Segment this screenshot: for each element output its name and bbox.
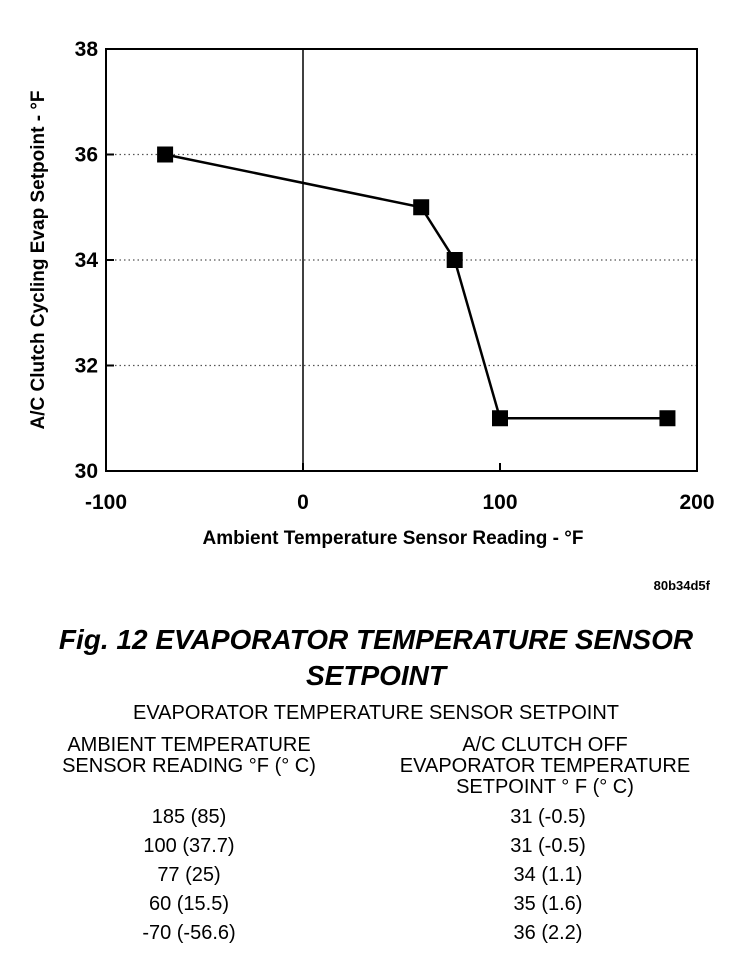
table-row: 77 (25) 34 (1.1) <box>0 861 752 890</box>
column-header-ambient: AMBIENT TEMPERATURE SENSOR READING °F (°… <box>30 735 348 777</box>
y-tick-labels: 30 32 34 36 38 <box>75 38 99 483</box>
x-tick-label: 100 <box>482 491 517 514</box>
figure-caption-line1: Fig. 12 EVAPORATOR TEMPERATURE SENSOR <box>58 624 694 655</box>
x-tick-label: 200 <box>679 491 714 514</box>
series <box>157 146 676 427</box>
cell-setpoint: 31 (-0.5) <box>510 835 586 857</box>
plot-frame <box>105 48 698 472</box>
series-line <box>164 153 668 420</box>
x-tick-label: 0 <box>297 491 309 514</box>
table-row: 60 (15.5) 35 (1.6) <box>0 890 752 919</box>
data-point <box>157 146 174 163</box>
table-row: -70 (-56.6) 36 (2.2) <box>0 919 752 948</box>
cell-ambient: 100 (37.7) <box>143 835 235 857</box>
table-row: 185 (85) 31 (-0.5) <box>0 803 752 832</box>
data-point <box>446 252 463 268</box>
grid-lines <box>106 153 697 367</box>
cell-setpoint: 31 (-0.5) <box>510 806 586 828</box>
figure-caption: Fig. 12 EVAPORATOR TEMPERATURE SENSOR SE… <box>0 622 752 694</box>
y-tick-label: 36 <box>75 144 98 167</box>
cell-ambient: 77 (25) <box>157 864 221 886</box>
data-point <box>492 410 508 427</box>
x-tick-labels: -100 0 100 200 <box>85 491 715 514</box>
cell-setpoint: 34 (1.1) <box>513 864 583 886</box>
y-tick-label: 38 <box>75 38 99 61</box>
tick-marks <box>105 48 698 472</box>
data-point <box>659 410 676 427</box>
cell-ambient: 60 (15.5) <box>148 893 230 915</box>
y-tick-label: 32 <box>75 355 98 378</box>
column-header-ambient-line1: AMBIENT TEMPERATURE <box>67 734 311 756</box>
column-header-setpoint-line3: SETPOINT ° F (° C) <box>456 776 634 798</box>
cell-setpoint: 35 (1.6) <box>513 893 583 915</box>
x-tick-label: -100 <box>85 491 127 514</box>
figure-caption-line2: SETPOINT <box>305 660 446 691</box>
column-header-setpoint-line1: A/C CLUTCH OFF <box>462 734 628 756</box>
column-header-setpoint-line2: EVAPORATOR TEMPERATURE <box>399 755 691 777</box>
y-tick-label: 30 <box>75 460 98 483</box>
figure-code: 80b34d5f <box>653 578 710 593</box>
table-body: 185 (85) 31 (-0.5) 100 (37.7) 31 (-0.5) … <box>0 803 752 948</box>
cell-setpoint: 36 (2.2) <box>513 922 583 944</box>
table-title: EVAPORATOR TEMPERATURE SENSOR SETPOINT <box>132 702 619 724</box>
data-point <box>413 199 430 216</box>
y-tick-label: 34 <box>75 249 99 272</box>
y-axis-label: A/C Clutch Cycling Evap Setpoint - °F <box>28 90 49 429</box>
column-header-ambient-line2: SENSOR READING °F (° C) <box>62 755 316 777</box>
column-header-setpoint: A/C CLUTCH OFF EVAPORATOR TEMPERATURE SE… <box>372 735 718 798</box>
cell-ambient: 185 (85) <box>151 806 227 828</box>
x-axis-label: Ambient Temperature Sensor Reading - °F <box>203 528 584 549</box>
cell-ambient: -70 (-56.6) <box>142 922 236 944</box>
table-row: 100 (37.7) 31 (-0.5) <box>0 832 752 861</box>
chart: 30 32 34 36 38 -100 0 100 200 Ambient Temperatu… <box>28 38 715 549</box>
